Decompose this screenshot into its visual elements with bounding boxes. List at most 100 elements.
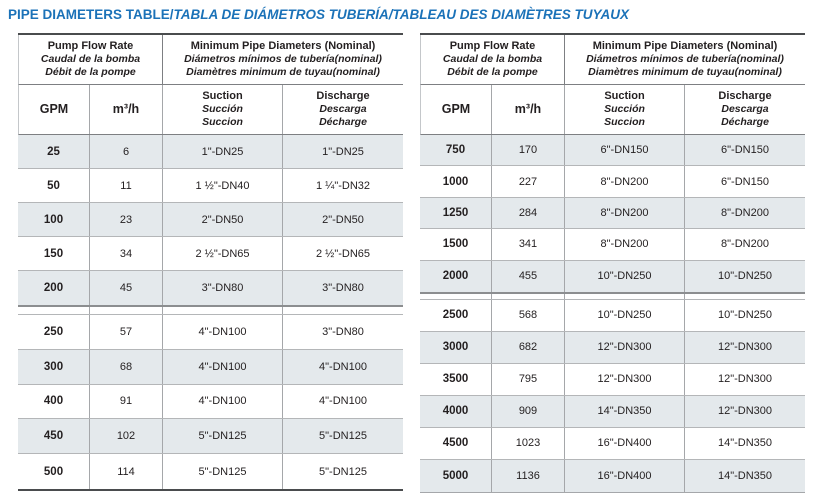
pipe-diameters-label-es: Diámetros mínimos de tubería(nominal) xyxy=(586,53,784,66)
suction-value: 8"-DN200 xyxy=(565,229,685,260)
m3h-value: 68 xyxy=(90,349,163,384)
gpm-value: 2500 xyxy=(420,299,492,331)
divider-cell xyxy=(492,293,565,299)
discharge-value: 12"-DN300 xyxy=(717,373,773,386)
m3h-value: 227 xyxy=(492,166,565,197)
pipe-table-high-flow: Pump Flow Rate Caudal de la bomba Débit … xyxy=(420,33,805,493)
gpm-value: 150 xyxy=(18,237,90,270)
discharge-value: 5"-DN125 xyxy=(319,465,367,478)
table-row: 1000 227 8"-DN200 6"-DN150 xyxy=(420,166,805,198)
flow-rate-label-es: Caudal de la bomba xyxy=(442,53,543,66)
gpm-value: 3000 xyxy=(420,331,492,363)
gpm-value: 3500 xyxy=(420,363,492,395)
divider-cell xyxy=(565,293,685,299)
discharge-value: 12"-DN300 xyxy=(717,405,773,418)
gpm-value: 2000 xyxy=(420,260,492,292)
suction-value: 16"-DN400 xyxy=(565,427,685,459)
m3h-value: 6 xyxy=(90,135,163,168)
table-body: 25 6 1"-DN25 1"-DN25 50 11 1 ½"-DN40 1 ¼"-DN32 1… xyxy=(18,135,403,489)
pipe-diameters-label-en: Minimum Pipe Diameters (Nominal) xyxy=(592,39,778,52)
pipe-diameters-group-header: Minimum Pipe Diameters (Nominal) Diámetr… xyxy=(565,35,805,84)
column-header-row: GPM m³/h Suction Succión Succion Dischar… xyxy=(18,85,403,135)
suction-value: 5"-DN125 xyxy=(163,454,283,489)
m3h-value: 284 xyxy=(492,197,565,229)
m3h-value: 1136 xyxy=(492,459,565,492)
table-row: 1250 284 8"-DN200 8"-DN200 xyxy=(420,197,805,230)
divider-cell xyxy=(420,293,492,299)
discharge-value: 6"-DN150 xyxy=(721,175,769,188)
gpm-value: 4000 xyxy=(420,395,492,427)
gpm-value: 300 xyxy=(18,349,90,384)
m3h-value: 57 xyxy=(90,315,163,349)
m3h-value: 45 xyxy=(90,271,163,305)
suction-value: 8"-DN200 xyxy=(565,197,685,229)
suction-value: 10"-DN250 xyxy=(565,299,685,331)
gpm-value: 450 xyxy=(18,419,90,454)
discharge-value: 6"-DN150 xyxy=(721,144,769,157)
suction-value: 6"-DN150 xyxy=(565,135,685,166)
table-row: 100 23 2"-DN50 2"-DN50 xyxy=(18,203,403,237)
m3h-value: 170 xyxy=(492,135,565,166)
discharge-value: 14"-DN350 xyxy=(717,469,773,482)
gpm-value: 5000 xyxy=(420,459,492,492)
gpm-value: 500 xyxy=(18,454,90,489)
table-row: 25 6 1"-DN25 1"-DN25 xyxy=(18,135,403,169)
divider-cell xyxy=(283,307,403,314)
block-divider xyxy=(420,291,805,300)
suction-value: 2 ½"-DN65 xyxy=(163,237,283,270)
suction-value: 14"-DN350 xyxy=(565,395,685,427)
divider-cell xyxy=(18,307,90,314)
title-translations: TABLA DE DIÁMETROS TUBERÍA/TABLEAU DES D… xyxy=(173,7,630,22)
group-header-row: Pump Flow Rate Caudal de la bomba Débit … xyxy=(18,35,403,85)
discharge-column-header: Discharge Descarga Décharge xyxy=(316,89,370,129)
gpm-value: 50 xyxy=(18,169,90,202)
m3h-value: 23 xyxy=(90,203,163,236)
pipe-diameters-label-fr: Diamètres minimum de tuyau(nominal) xyxy=(186,66,380,79)
suction-value: 12"-DN300 xyxy=(565,363,685,395)
flow-rate-label-es: Caudal de la bomba xyxy=(40,53,141,66)
table-row: 50 11 1 ½"-DN40 1 ¼"-DN32 xyxy=(18,169,403,203)
gpm-column-header: GPM xyxy=(19,85,90,134)
gpm-value: 250 xyxy=(18,315,90,349)
discharge-value: 8"-DN200 xyxy=(721,206,769,219)
table-row: 500 114 5"-DN125 5"-DN125 xyxy=(18,454,403,489)
page-title: PIPE DIAMETERS TABLE/TABLA DE DIÁMETROS … xyxy=(8,7,808,22)
m3h-value: 1023 xyxy=(492,427,565,459)
suction-value: 1"-DN25 xyxy=(163,135,283,168)
suction-value: 16"-DN400 xyxy=(565,459,685,492)
table-row: 2500 568 10"-DN250 10"-DN250 xyxy=(420,299,805,332)
discharge-value: 1"-DN25 xyxy=(322,145,364,158)
suction-value: 1 ½"-DN40 xyxy=(163,169,283,202)
gpm-value: 400 xyxy=(18,384,90,419)
table-row: 3500 795 12"-DN300 12"-DN300 xyxy=(420,363,805,396)
suction-value: 4"-DN100 xyxy=(163,384,283,419)
flow-rate-group-header: Pump Flow Rate Caudal de la bomba Débit … xyxy=(421,35,565,84)
discharge-value: 2 ½"-DN65 xyxy=(315,247,371,260)
table-row: 400 91 4"-DN100 4"-DN100 xyxy=(18,384,403,420)
discharge-value: 1 ¼"-DN32 xyxy=(315,179,371,192)
m3h-value: 682 xyxy=(492,331,565,363)
discharge-value: 4"-DN100 xyxy=(319,360,367,373)
group-header-row: Pump Flow Rate Caudal de la bomba Débit … xyxy=(420,35,805,85)
suction-value: 10"-DN250 xyxy=(565,260,685,292)
flow-rate-label-en: Pump Flow Rate xyxy=(47,39,134,52)
table-row: 300 68 4"-DN100 4"-DN100 xyxy=(18,349,403,385)
flow-rate-label-fr: Débit de la pompe xyxy=(447,66,538,79)
m3h-column-header: m³/h xyxy=(90,85,163,134)
m3h-column-header: m³/h xyxy=(492,85,565,134)
title-english: PIPE DIAMETERS TABLE/ xyxy=(8,7,174,22)
discharge-value: 8"-DN200 xyxy=(721,238,769,251)
discharge-value: 10"-DN250 xyxy=(717,309,773,322)
discharge-value: 3"-DN80 xyxy=(322,282,364,294)
table-row: 5000 1136 16"-DN400 14"-DN350 xyxy=(420,459,805,492)
table-row: 750 170 6"-DN150 6"-DN150 xyxy=(420,135,805,167)
table-row: 4500 1023 16"-DN400 14"-DN350 xyxy=(420,427,805,460)
m3h-value: 455 xyxy=(492,260,565,292)
table-row: 150 34 2 ½"-DN65 2 ½"-DN65 xyxy=(18,237,403,271)
suction-column-header: Suction Succión Succion xyxy=(163,85,283,134)
table-body: 750 170 6"-DN150 6"-DN150 1000 227 8"-DN200 6"-… xyxy=(420,135,805,492)
divider-cell xyxy=(163,307,283,314)
m3h-value: 795 xyxy=(492,363,565,395)
pipe-diameters-label-es: Diámetros mínimos de tubería(nominal) xyxy=(184,53,382,66)
